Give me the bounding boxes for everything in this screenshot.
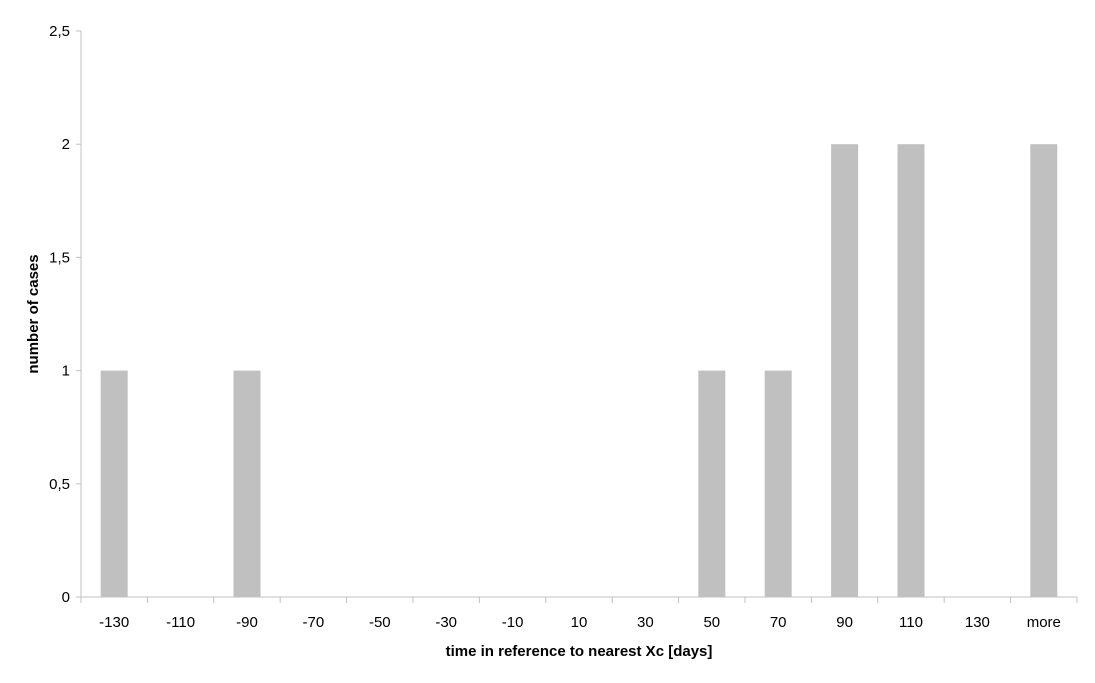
bar-110 xyxy=(897,144,925,597)
y-tick-label: 1,5 xyxy=(49,249,70,266)
y-axis-title: number of cases xyxy=(25,254,42,373)
x-tick-label: -130 xyxy=(99,614,129,631)
bar--90 xyxy=(233,370,261,597)
bar-70 xyxy=(764,370,792,597)
bars xyxy=(100,144,1058,597)
x-tick-label: 90 xyxy=(836,614,853,631)
x-tick-label: 30 xyxy=(637,614,654,631)
x-tick-label: 50 xyxy=(703,614,720,631)
axes xyxy=(76,30,1078,603)
x-tick-label: 10 xyxy=(571,614,588,631)
y-tick-label: 0,5 xyxy=(49,476,70,493)
x-tick-label: -110 xyxy=(166,614,195,631)
y-tick-label: 0 xyxy=(62,589,70,606)
x-tick-label: -10 xyxy=(502,614,524,631)
y-tick-label: 2,5 xyxy=(49,23,70,40)
x-tick-label: more xyxy=(1027,614,1061,631)
bar-90 xyxy=(831,144,859,597)
y-tick-label: 1 xyxy=(62,363,70,380)
bar-50 xyxy=(698,370,726,597)
y-tick-label: 2 xyxy=(62,136,70,153)
x-tick-label: 130 xyxy=(965,614,990,631)
bar--130 xyxy=(100,370,128,597)
x-tick-label: 70 xyxy=(770,614,787,631)
bar-more xyxy=(1030,144,1058,597)
x-tick-label: -50 xyxy=(369,614,391,631)
x-tick-label: -70 xyxy=(303,614,325,631)
x-tick-label: -30 xyxy=(435,614,457,631)
tick-labels: -130 -110 -90 -70 -50 -30 -10 10 30 50 70 90 110 130 m… xyxy=(49,23,1061,631)
x-tick-label: -90 xyxy=(236,614,258,631)
x-axis-title: time in reference to nearest Xc [days] xyxy=(446,643,713,660)
x-tick-label: 110 xyxy=(899,614,923,631)
